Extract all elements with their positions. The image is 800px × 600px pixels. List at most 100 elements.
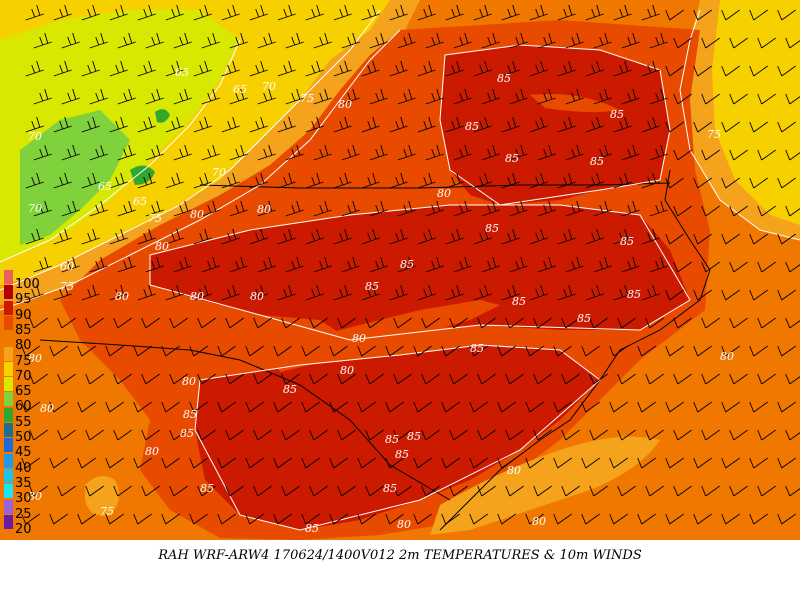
wind-barb xyxy=(53,228,72,245)
legend-label: 35 xyxy=(15,475,32,491)
label-85: 85 xyxy=(385,433,399,446)
wind-barb xyxy=(257,32,276,49)
wind-barb xyxy=(397,256,416,273)
wind-barb xyxy=(357,513,376,525)
wind-barb xyxy=(285,144,304,161)
wind-barb xyxy=(533,429,552,441)
wind-barb xyxy=(29,317,48,329)
wind-barb xyxy=(397,32,416,49)
wind-barb xyxy=(473,284,492,301)
wind-barb xyxy=(161,401,180,413)
legend-label: 25 xyxy=(15,506,32,522)
wind-barb xyxy=(693,457,712,469)
wind-barb xyxy=(701,373,720,385)
wind-barb xyxy=(197,429,216,441)
wind-barb xyxy=(721,177,740,189)
wind-barb xyxy=(61,144,80,161)
wind-barb xyxy=(113,485,132,497)
wind-barb xyxy=(393,485,412,497)
wind-barb xyxy=(529,284,548,301)
legend-swatch xyxy=(4,407,13,422)
wind-barb xyxy=(721,289,740,301)
wind-barb xyxy=(77,345,96,357)
wind-barb xyxy=(365,429,384,441)
wind-barb xyxy=(305,228,324,245)
label-85: 85 xyxy=(395,448,409,461)
label-60: 60 xyxy=(60,260,74,273)
label-80: 80 xyxy=(532,515,546,528)
wind-barb xyxy=(137,172,156,189)
contour-70 xyxy=(0,39,241,263)
wind-barb xyxy=(529,228,548,245)
temp-field-70-ocean xyxy=(712,0,800,225)
wind-barb xyxy=(33,144,52,161)
wind-barb xyxy=(721,513,740,525)
wind-barb xyxy=(301,345,320,357)
wind-barb xyxy=(249,116,268,133)
wind-barb xyxy=(81,60,100,77)
wind-barb xyxy=(281,485,300,497)
wind-barb xyxy=(665,289,684,301)
wind-barb xyxy=(505,429,524,441)
wind-barb xyxy=(729,317,748,329)
wind-barb xyxy=(189,457,208,469)
wind-barb xyxy=(257,88,276,105)
wind-barb xyxy=(33,200,52,217)
wind-barb xyxy=(25,116,44,133)
wind-barb xyxy=(645,485,664,497)
label-85: 85 xyxy=(283,383,297,396)
wind-barb xyxy=(277,60,296,77)
wind-barb xyxy=(165,4,184,21)
wind-barb xyxy=(133,513,152,525)
wind-barb xyxy=(673,205,692,217)
wind-barb xyxy=(341,144,360,161)
wind-barb xyxy=(537,200,556,217)
wind-barb xyxy=(649,256,668,273)
wind-barb xyxy=(501,228,520,245)
wind-barb xyxy=(113,373,132,385)
wind-barb xyxy=(313,144,332,161)
wind-barb xyxy=(285,88,304,105)
label-80: 80 xyxy=(28,352,42,365)
wind-barb xyxy=(229,200,248,217)
wind-barb xyxy=(385,513,404,525)
wind-barb xyxy=(25,228,44,245)
wind-barb xyxy=(665,177,684,189)
wind-barb xyxy=(621,32,640,49)
wind-barb xyxy=(201,32,220,49)
wind-barb xyxy=(301,513,320,525)
wind-barb xyxy=(537,88,556,105)
label-65: 65 xyxy=(175,66,189,79)
label-80: 80 xyxy=(145,445,159,458)
wind-barb xyxy=(505,373,524,385)
wind-barb xyxy=(301,457,320,469)
wind-barb xyxy=(77,457,96,469)
wind-barb xyxy=(649,88,668,105)
wind-barb xyxy=(721,345,740,357)
wind-barb xyxy=(509,256,528,273)
wind-barb xyxy=(649,200,668,217)
label-80: 80 xyxy=(190,290,204,303)
wind-barb xyxy=(501,116,520,133)
wind-barb xyxy=(329,401,348,413)
wind-barb xyxy=(721,121,740,133)
label-80: 80 xyxy=(190,208,204,221)
wind-barb xyxy=(85,373,104,385)
wind-barb xyxy=(273,513,292,525)
legend-label: 45 xyxy=(15,445,32,461)
wind-barb xyxy=(217,513,236,525)
wind-barb xyxy=(305,284,324,301)
wind-barb xyxy=(385,457,404,469)
wind-barb xyxy=(757,149,776,161)
wind-barb xyxy=(445,4,464,21)
wind-barb xyxy=(585,172,604,189)
legend-swatch xyxy=(4,438,13,453)
wind-barb xyxy=(581,457,600,469)
wind-barb xyxy=(285,32,304,49)
wind-barb xyxy=(721,65,740,77)
wind-barb xyxy=(145,88,164,105)
wind-barb xyxy=(641,172,660,189)
wind-barb xyxy=(77,513,96,525)
wind-barb xyxy=(161,345,180,357)
wind-barb xyxy=(729,429,748,441)
